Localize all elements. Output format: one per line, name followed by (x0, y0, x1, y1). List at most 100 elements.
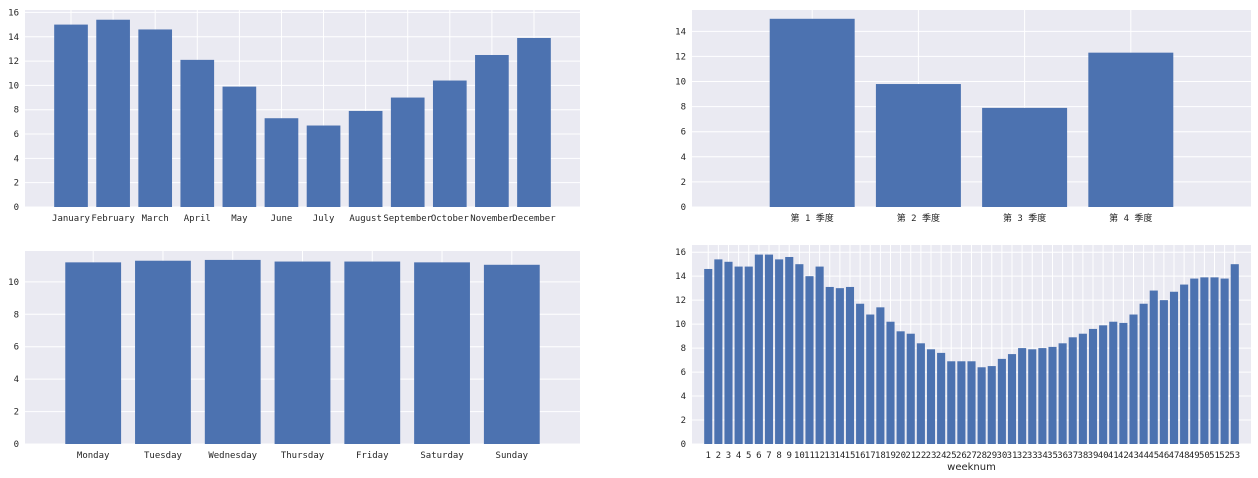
x-tick-label: Monday (77, 451, 110, 461)
y-tick-label: 12 (675, 296, 686, 306)
x-tick-label: 28 (976, 451, 987, 461)
x-tick-label: 52 (1219, 451, 1230, 461)
bar (876, 307, 885, 444)
x-tick-label: 30 (996, 451, 1007, 461)
x-tick-label: 29 (986, 451, 997, 461)
bar (1078, 333, 1087, 444)
y-tick-label: 2 (681, 178, 686, 188)
chart-weekday-bars: 0 2 4 6 8 10 Monday Tuesday Wednesday Thursday Fri… (8, 251, 580, 461)
bar (744, 266, 753, 444)
bar (135, 260, 191, 444)
x-tick-label: 21 (905, 451, 916, 461)
x-tick-label: 50 (1199, 451, 1210, 461)
bar (1200, 277, 1209, 444)
x-tick-label: 8 (776, 451, 781, 461)
x-tick-label: 53 (1229, 451, 1240, 461)
bar (390, 97, 425, 207)
bar (896, 331, 905, 444)
x-tick-label: September (383, 214, 432, 224)
x-tick-label: 47 (1169, 451, 1180, 461)
bar (916, 343, 925, 444)
bar (475, 54, 509, 207)
bar (96, 19, 130, 208)
x-tick-label: 3 (726, 451, 731, 461)
x-tick-label: 第 4 季度 (1109, 212, 1152, 224)
x-tick-label: 44 (1138, 451, 1149, 461)
bar (1007, 354, 1017, 444)
bar (825, 286, 834, 444)
x-tick-label: Friday (356, 451, 389, 461)
bar (432, 80, 467, 207)
x-tick-label: 40 (1098, 451, 1109, 461)
y-tick-label: 16 (8, 8, 19, 18)
x-tick-label: 22 (915, 451, 926, 461)
x-tick-label: 32 (1017, 451, 1028, 461)
bar (1119, 322, 1128, 444)
bar (414, 262, 470, 444)
y-tick-label: 0 (14, 203, 19, 213)
x-tick-label: July (313, 214, 335, 224)
bar (875, 84, 961, 207)
x-tick-label: 17 (865, 451, 876, 461)
chart-quarterly-bars: 0 2 4 6 8 10 12 14 第 1 季度 第 2 季度 第 3 季度 第 4 季度 (675, 10, 1251, 224)
bar (785, 256, 794, 444)
bar (982, 107, 1068, 207)
x-tick-label: 20 (895, 451, 906, 461)
x-tick-label: January (52, 214, 91, 224)
bar (734, 266, 743, 444)
y-tick-label: 10 (675, 320, 686, 330)
x-tick-label: October (431, 214, 470, 224)
bar (1149, 290, 1158, 444)
y-tick-label: 2 (14, 179, 19, 189)
x-tick-label: March (142, 214, 169, 224)
y-tick-label: 2 (681, 416, 686, 426)
x-tick-label: 39 (1088, 451, 1099, 461)
bar (775, 259, 784, 444)
x-tick-label: 24 (936, 451, 947, 461)
bar (1180, 284, 1189, 444)
y-tick-label: 16 (675, 248, 686, 258)
bar (1190, 278, 1199, 444)
bar (1048, 346, 1057, 444)
x-tick-label: 16 (855, 451, 866, 461)
x-tick-label: 5 (746, 451, 751, 461)
x-tick-label: Saturday (420, 451, 464, 461)
x-tick-label: 9 (787, 451, 792, 461)
bar (1068, 337, 1077, 444)
bar (754, 254, 763, 444)
y-tick-label: 0 (681, 440, 686, 450)
x-tick-label: 6 (756, 451, 761, 461)
bar (1038, 348, 1047, 444)
x-tick-label: 第 3 季度 (1003, 212, 1046, 224)
bar (795, 264, 804, 444)
y-tick-label: 14 (675, 27, 686, 37)
x-tick-label: December (512, 214, 556, 224)
y-tick-label: 4 (681, 153, 686, 163)
x-axis-label: weeknum (947, 462, 996, 473)
y-tick-label: 12 (675, 52, 686, 62)
bar (54, 24, 88, 208)
x-tick-label: 33 (1027, 451, 1038, 461)
bar (866, 314, 875, 444)
y-tick-label: 8 (681, 344, 686, 354)
bar (1028, 349, 1037, 444)
y-tick-label: 14 (8, 33, 19, 43)
x-tick-label: 48 (1179, 451, 1190, 461)
bar (704, 268, 713, 444)
x-tick-label: August (349, 214, 382, 224)
bar (274, 261, 331, 444)
bar (856, 303, 865, 444)
bar (845, 286, 855, 444)
x-tick-label: 2 (716, 451, 721, 461)
x-tick-label: 36 (1057, 451, 1068, 461)
bar (1230, 264, 1239, 444)
bar (348, 110, 383, 207)
x-tick-label: 42 (1118, 451, 1129, 461)
x-tick-label: 15 (845, 451, 856, 461)
x-tick-label: 1 (706, 451, 711, 461)
bar (344, 261, 401, 444)
x-tick-label: 25 (946, 451, 957, 461)
x-tick-label: 45 (1148, 451, 1159, 461)
x-tick-label: 18 (875, 451, 886, 461)
